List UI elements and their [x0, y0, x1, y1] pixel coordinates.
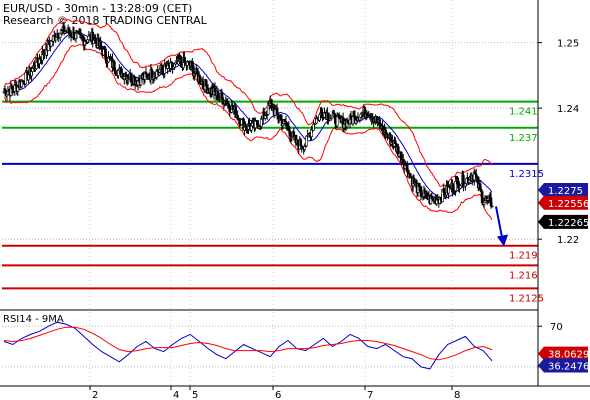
level-label: 1.237 — [509, 133, 538, 144]
rsi-value-tag — [538, 358, 588, 373]
level-label: 1.241 — [509, 107, 538, 118]
price-tag — [538, 214, 588, 229]
price-tag-label: 1.2275 — [548, 186, 583, 197]
research-credit: Research © 2018 TRADING CENTRAL — [3, 14, 207, 27]
price-tick-label: 1.24 — [557, 104, 579, 115]
candles — [2, 21, 494, 209]
rsi-series-line — [3, 321, 493, 370]
candle-body — [480, 191, 484, 203]
price-tick-label: 1.22 — [557, 235, 579, 246]
level-label: 1.219 — [509, 251, 538, 262]
rsi-title: RSI14 - 9MA — [3, 314, 64, 325]
levels: 1.241 1.237 1.2315 1.219 1.216 1.2125 — [2, 100, 544, 304]
time-tick-label: 8 — [454, 390, 460, 400]
rsi-value-tag — [538, 346, 588, 361]
time-tick-label: 2 — [92, 390, 98, 400]
time-tick-label: 6 — [275, 390, 281, 400]
price-tag-label: 1.22265 — [548, 218, 589, 229]
moving-average — [3, 32, 493, 199]
candle-body — [260, 118, 263, 127]
level-label: 1.216 — [509, 270, 538, 281]
level-label: 1.2315 — [509, 169, 544, 180]
forecast-arrow — [495, 206, 508, 247]
time-axis: 2 4 5 6 7 8 — [0, 385, 590, 400]
grid — [2, 0, 538, 386]
upper-band — [3, 18, 493, 187]
candle-body — [144, 71, 148, 75]
time-tick-label: 7 — [367, 390, 373, 400]
price-tag — [538, 183, 588, 198]
candle-body — [490, 205, 494, 208]
price-axis: 1.25 1.24 1.22 1.2275 1.22556 1.22265 — [0, 0, 589, 386]
level-label: 1.2125 — [509, 293, 544, 304]
time-tick-label: 4 — [173, 390, 179, 400]
rsi-series-line — [3, 326, 493, 361]
time-tick-label: 5 — [192, 390, 198, 400]
price-tag-label: 1.22556 — [548, 199, 589, 210]
price-tag — [538, 195, 588, 210]
rsi-value-tag-label: 38.0629 — [548, 350, 589, 361]
price-tick-label: 1.25 — [557, 39, 579, 50]
candle-body — [275, 107, 279, 115]
rsi-tick-label: 70 — [550, 322, 563, 333]
forecast-arrow-head — [497, 234, 508, 247]
chart-title: EUR/USD - 30min - 13:28:09 (CET) — [3, 2, 193, 15]
rsi-value-tag-label: 36.2476 — [548, 362, 589, 373]
